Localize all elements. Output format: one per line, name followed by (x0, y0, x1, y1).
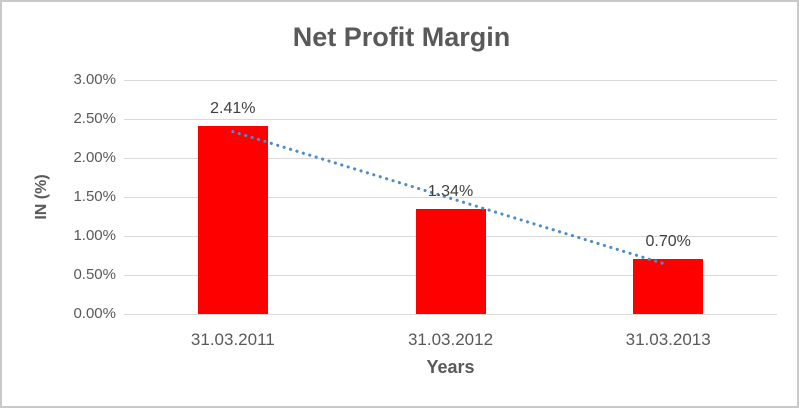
x-axis-tick-label: 31.03.2011 (190, 330, 275, 349)
y-axis-tick-label: 0.00% (73, 305, 116, 322)
gridline (124, 79, 777, 81)
bar-31.03.2013 (633, 259, 704, 314)
x-axis-title: Years (426, 357, 475, 377)
chart-title: Net Profit Margin (292, 22, 511, 52)
y-axis-tick-label: 0.50% (73, 266, 116, 283)
y-axis-tick-label: 2.00% (73, 149, 116, 166)
gridline (124, 313, 777, 315)
y-axis-tick-label: 1.50% (73, 188, 116, 205)
gridline (124, 118, 777, 120)
bar-31.03.2011 (197, 126, 268, 314)
y-axis-tick-label: 2.50% (73, 110, 116, 127)
x-axis-tick-label: 31.03.2012 (407, 330, 494, 349)
x-axis-tick-label: 31.03.2013 (625, 330, 711, 349)
data-label: 0.70% (645, 233, 691, 251)
data-label: 2.41% (210, 100, 256, 118)
data-label: 1.34% (427, 183, 474, 201)
y-axis-tick-label: 1.00% (73, 227, 116, 244)
bar-31.03.2012 (415, 209, 486, 314)
y-axis-tick-label: 3.00% (73, 71, 116, 88)
